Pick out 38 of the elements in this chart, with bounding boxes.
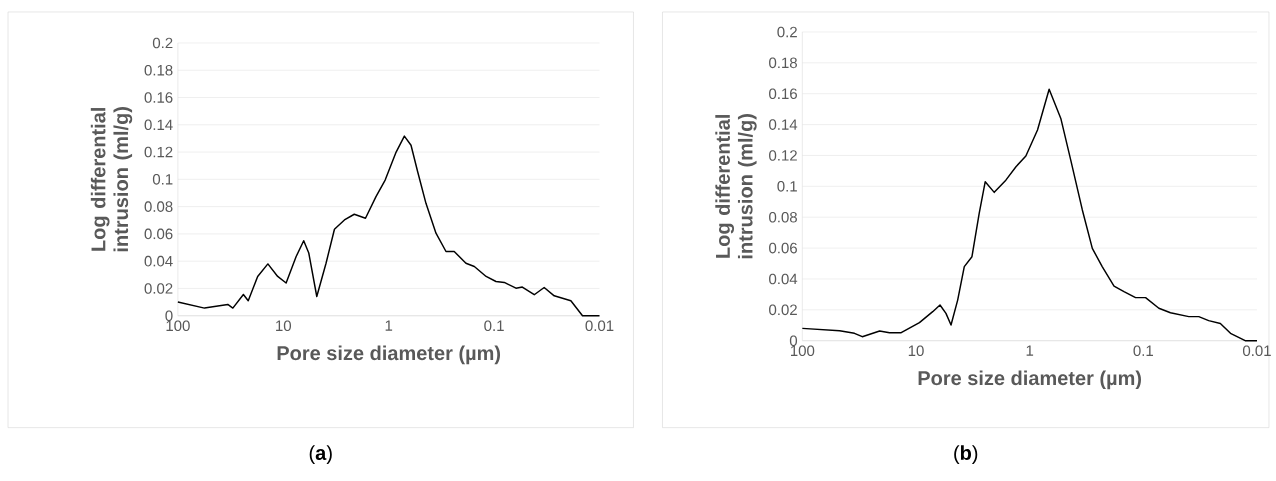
x-tick-label: 0.1 <box>484 320 504 332</box>
y-tick-label: 0.18 <box>769 57 797 69</box>
y-tick-label: 0.12 <box>144 146 173 158</box>
y-tick-label: 0.1 <box>777 181 797 192</box>
y-tick-label: 0.14 <box>769 119 798 131</box>
y-tick-label: 0.16 <box>144 92 173 104</box>
y-tick-label: 0.04 <box>144 256 173 267</box>
text: (b) <box>954 445 978 465</box>
y-tick-label: 0.16 <box>769 88 797 100</box>
x-axis-title: Pore size diameter (µm) <box>277 345 501 365</box>
x-tick-label: 1 <box>385 320 393 331</box>
y-axis-title: Log differential intrusion (ml/g) <box>90 107 133 252</box>
y-tick-label: 0.12 <box>769 150 797 161</box>
y-tick-label: 0.02 <box>144 283 173 294</box>
x-tick-label: 0.1 <box>1133 345 1154 357</box>
x-tick-label: 10 <box>276 320 292 332</box>
y-tick-label: 0.1 <box>152 174 173 185</box>
x-tick-label: 0.01 <box>585 320 614 332</box>
y-tick-label: 0 <box>165 310 173 322</box>
text: (a) <box>309 445 332 465</box>
y-tick-label: 0 <box>789 335 798 347</box>
y-tick-label: 0.08 <box>144 201 173 213</box>
x-tick-label: 100 <box>166 320 190 332</box>
y-tick-label: 0.2 <box>777 26 797 38</box>
y-axis-title: Log differential intrusion (ml/g) <box>715 114 757 259</box>
x-tick-label: 0.01 <box>1242 345 1271 357</box>
y-tick-label: 0.14 <box>144 119 173 131</box>
x-tick-label: 1 <box>1026 345 1034 356</box>
x-tick-label: 10 <box>908 345 924 357</box>
y-tick-label: 0.04 <box>769 273 798 285</box>
y-tick-label: 0.02 <box>769 304 797 316</box>
y-tick-label: 0.06 <box>769 242 797 254</box>
y-tick-label: 0.06 <box>144 228 173 240</box>
x-axis-title: Pore size diameter (µm) <box>918 370 1142 390</box>
y-tick-label: 0.18 <box>144 65 173 76</box>
y-tick-label: 0.08 <box>769 212 797 223</box>
x-tick-label: 100 <box>790 345 815 357</box>
y-tick-label: 0.2 <box>152 37 173 49</box>
